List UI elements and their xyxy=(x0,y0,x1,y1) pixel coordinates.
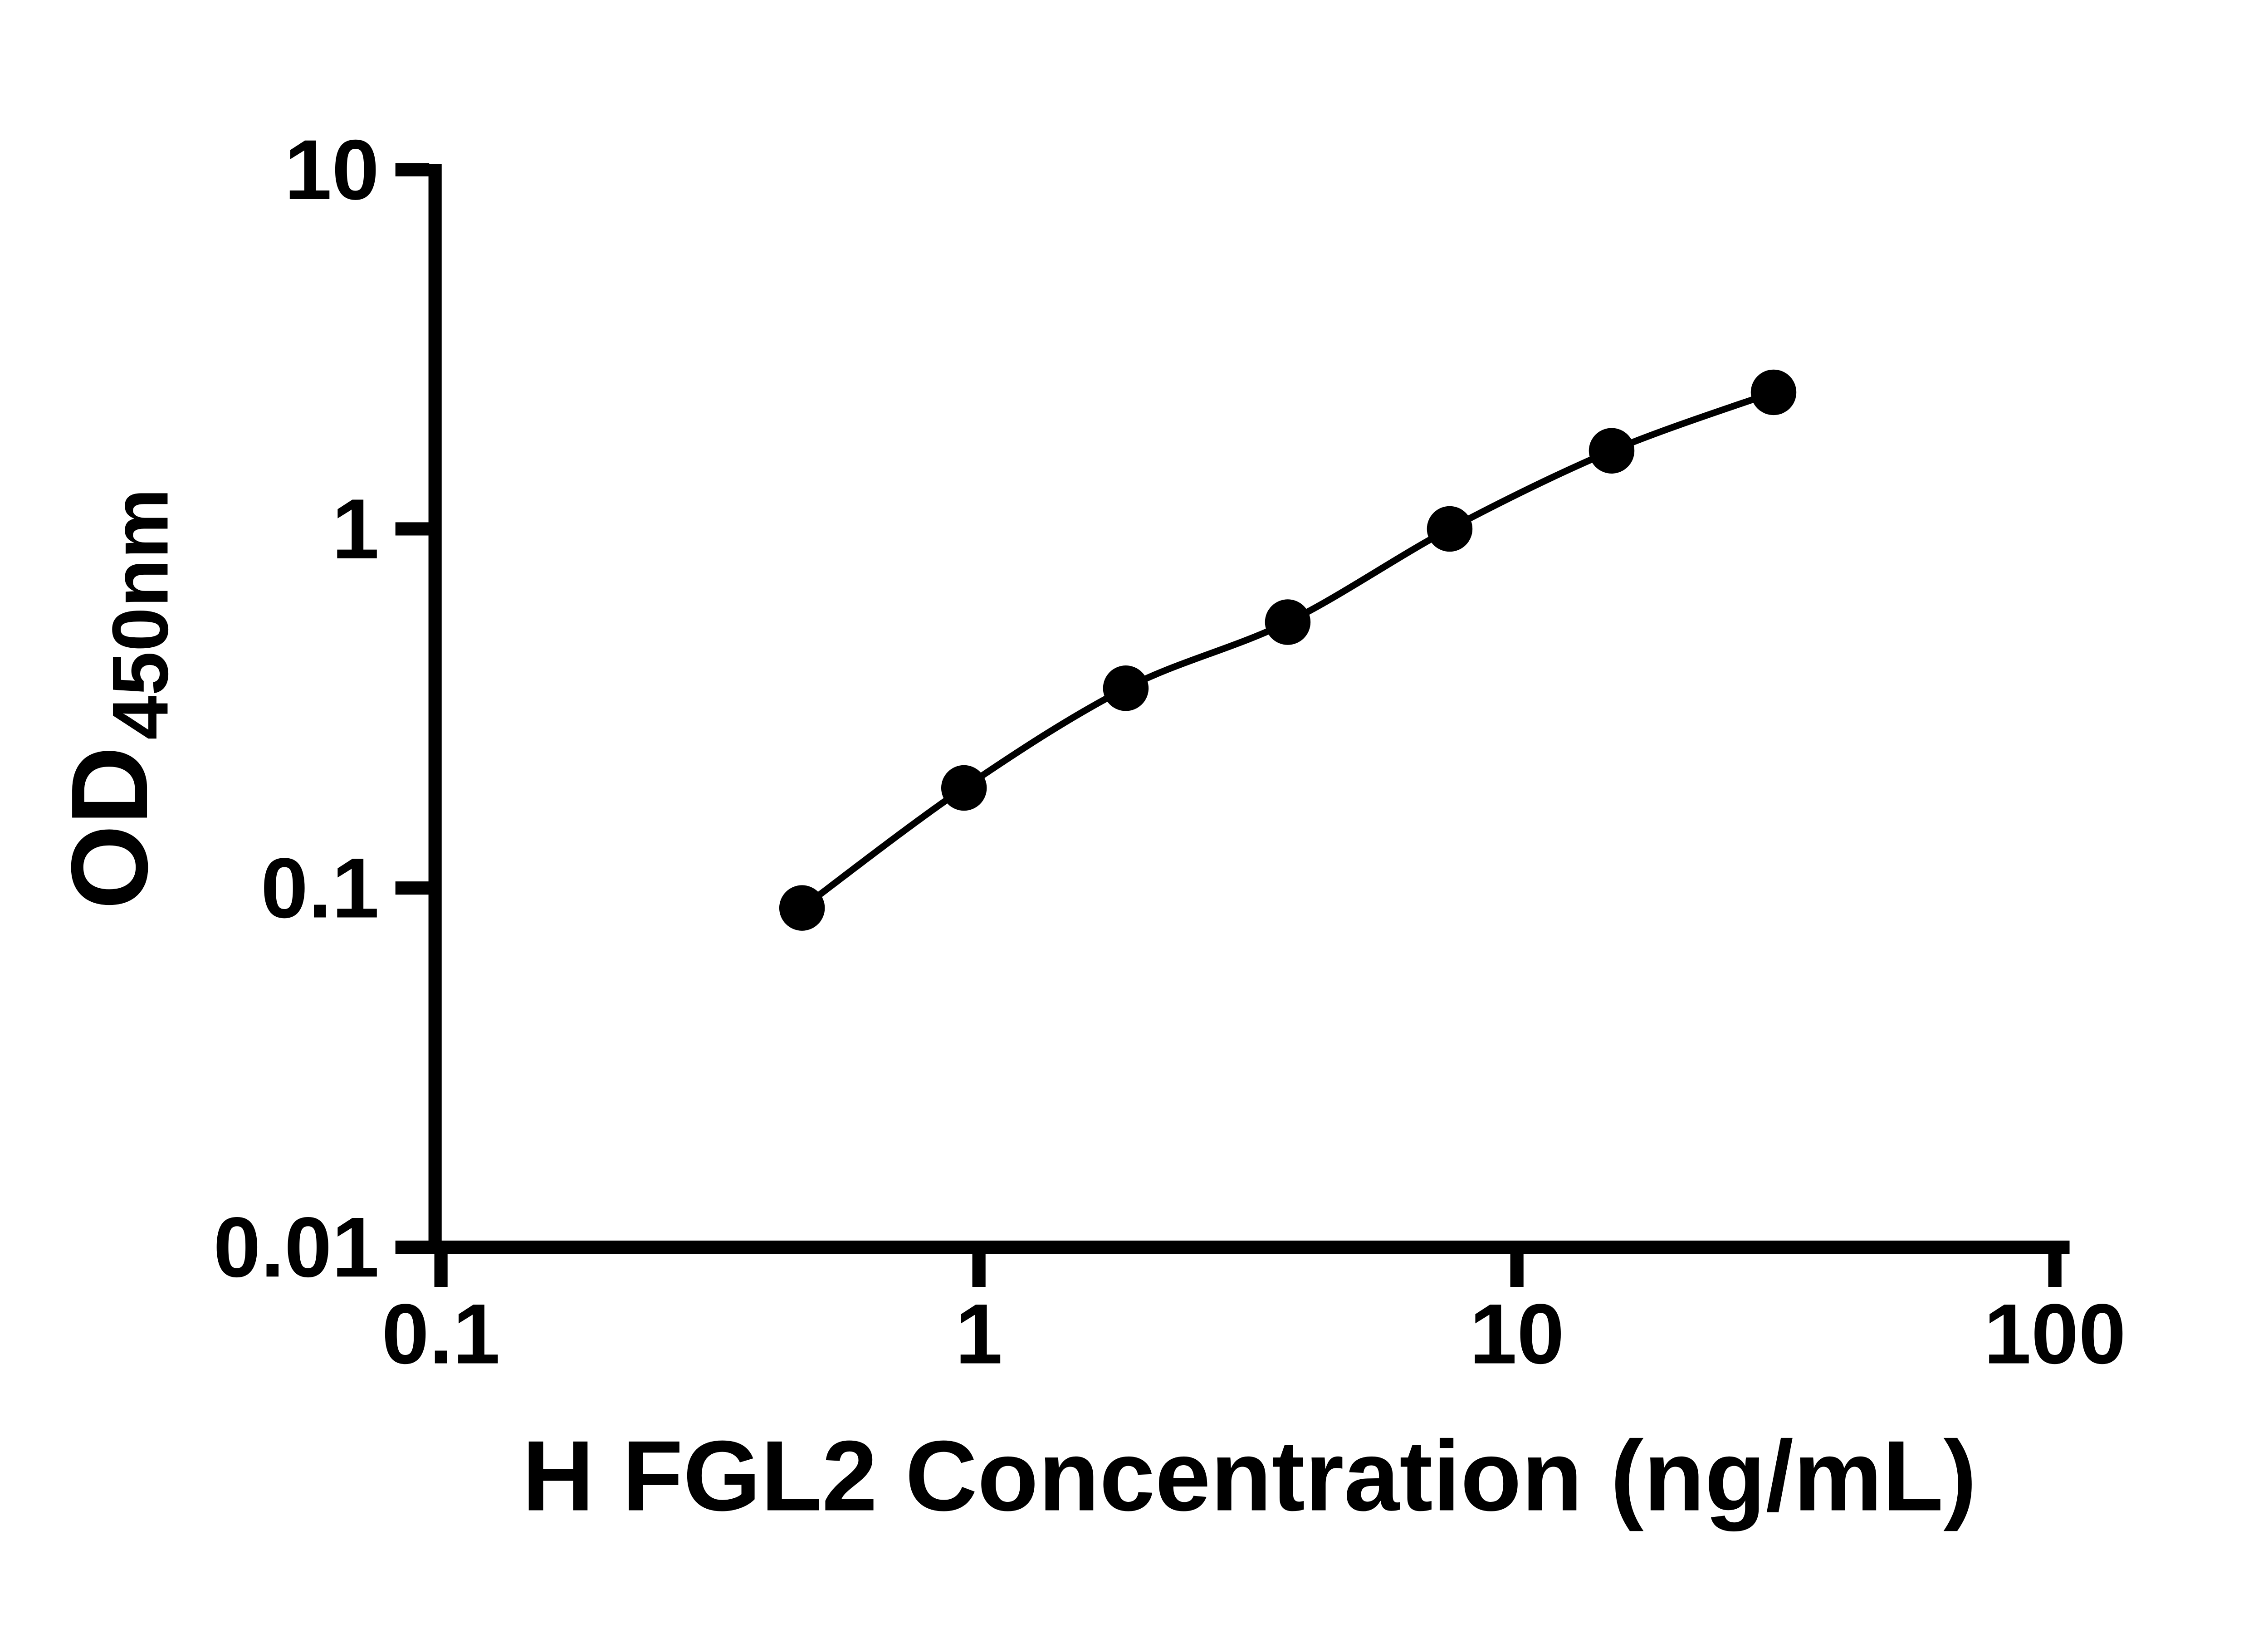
x-tick-label: 10 xyxy=(1470,1286,1564,1381)
data-point-marker xyxy=(779,885,825,931)
y-tick-label: 0.1 xyxy=(261,841,379,936)
x-tick-label: 1 xyxy=(955,1286,1003,1381)
y-axis-label-main: OD xyxy=(49,746,170,909)
x-tick-label: 0.1 xyxy=(381,1286,500,1381)
data-point-marker xyxy=(1589,428,1635,474)
data-point-marker xyxy=(941,765,987,811)
standard-curve-line xyxy=(800,389,1775,911)
y-tick-label: 10 xyxy=(284,122,379,217)
y-tick-label: 1 xyxy=(332,481,380,577)
data-point-marker xyxy=(1427,506,1473,552)
data-point-marker xyxy=(1265,599,1311,645)
y-axis-label: OD 450nm xyxy=(49,489,185,909)
x-tick-label: 100 xyxy=(1984,1286,2126,1381)
data-point-marker xyxy=(1103,665,1149,711)
plot-series xyxy=(779,369,1797,931)
y-axis-label-subscript: 450nm xyxy=(96,489,185,740)
data-point-marker xyxy=(1750,369,1797,416)
x-axis-label: H FGL2 Concentration (ng/mL) xyxy=(522,1420,1977,1531)
y-tick-label: 0.01 xyxy=(213,1199,379,1295)
axes-layer xyxy=(428,164,2070,1254)
